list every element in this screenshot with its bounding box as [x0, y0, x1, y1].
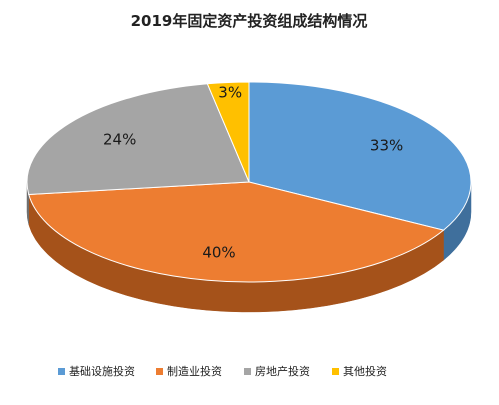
chart-title: 2019年固定资产投资组成结构情况	[131, 12, 368, 30]
slice-3-label: 3%	[218, 83, 242, 101]
legend-swatch-0	[58, 368, 65, 375]
legend-label-2: 房地产投资	[255, 364, 310, 378]
legend-item-3: 其他投资	[332, 364, 387, 378]
legend-swatch-2	[244, 368, 251, 375]
pie-tops	[26, 81, 472, 283]
legend-swatch-3	[332, 368, 339, 375]
legend-item-1: 制造业投资	[156, 364, 222, 378]
legend-label-1: 制造业投资	[167, 364, 222, 378]
slice-2-top	[26, 83, 250, 196]
slice-0-label: 33%	[370, 136, 403, 154]
slice-1-top	[28, 181, 445, 283]
legend: 基础设施投资 制造业投资 房地产投资 其他投资	[58, 364, 387, 378]
slice-3-top	[206, 81, 250, 183]
legend-swatch-1	[156, 368, 163, 375]
slice-2-label: 24%	[103, 131, 136, 149]
pie-labels: 33% 40% 24% 3%	[103, 83, 403, 261]
legend-label-0: 基础设施投资	[69, 364, 135, 378]
legend-item-0: 基础设施投资	[58, 364, 135, 378]
slice-1-label: 40%	[202, 244, 235, 262]
slice-0-top	[248, 81, 472, 231]
legend-item-2: 房地产投资	[244, 364, 310, 378]
legend-label-3: 其他投资	[343, 364, 387, 378]
